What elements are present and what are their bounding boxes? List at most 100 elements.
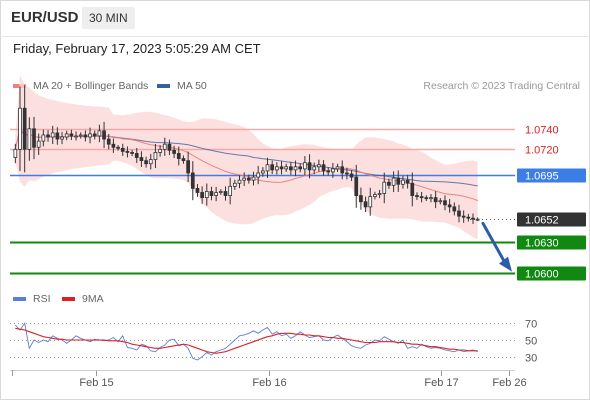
- candle-body: [232, 182, 237, 187]
- forecast-arrow-head: [499, 256, 512, 272]
- candle: [275, 162, 279, 175]
- candle-body: [312, 166, 317, 171]
- candle-body: [251, 176, 256, 181]
- forecast-arrow-shaft: [481, 221, 508, 267]
- candle-body: [32, 128, 36, 148]
- candle-body: [50, 132, 55, 138]
- candle-body: [64, 133, 69, 138]
- candle: [424, 195, 429, 201]
- candle: [223, 186, 228, 201]
- candle-body: [410, 182, 415, 196]
- candle-body: [256, 172, 261, 178]
- candle-body: [307, 162, 312, 171]
- candle-body: [275, 166, 279, 171]
- candle-body: [27, 128, 32, 150]
- level-label-1.0695: 1.0695: [525, 171, 559, 183]
- candle-body: [475, 218, 480, 221]
- x-tick-label: Feb 26: [492, 377, 526, 389]
- candle-body: [69, 133, 74, 137]
- candle-body: [111, 143, 116, 148]
- candle: [111, 138, 116, 153]
- ma50-swatch: [157, 84, 170, 88]
- candle: [148, 153, 153, 170]
- candle-body: [373, 194, 377, 198]
- candle: [232, 179, 237, 190]
- candle: [172, 145, 176, 159]
- candle: [242, 172, 247, 186]
- candle-body: [181, 158, 186, 162]
- candle: [41, 129, 46, 147]
- candle: [181, 155, 186, 164]
- candle: [134, 148, 139, 163]
- rsi-line: [14, 322, 478, 361]
- candle-body: [190, 172, 195, 189]
- candle: [368, 187, 373, 216]
- candle: [335, 163, 340, 172]
- candle: [204, 183, 209, 206]
- candle-body: [354, 176, 359, 196]
- candle-body: [363, 201, 368, 208]
- candle-body: [88, 133, 92, 138]
- candle: [209, 186, 214, 201]
- symbol-title: EUR/USD: [11, 9, 79, 26]
- candle: [443, 195, 447, 211]
- candle-body: [144, 160, 148, 165]
- candle: [46, 130, 50, 142]
- candle: [452, 202, 457, 216]
- candle: [317, 159, 321, 172]
- candle-body: [139, 157, 144, 162]
- candle: [363, 196, 368, 213]
- candle: [237, 175, 242, 189]
- candle: [83, 130, 88, 142]
- candle-body: [298, 166, 303, 170]
- candle: [340, 160, 345, 180]
- candle-body: [13, 148, 18, 158]
- level-tag-1.0630: [517, 235, 586, 250]
- candle: [321, 160, 326, 176]
- research-credit: Research © 2023 Trading Central: [423, 80, 580, 92]
- candle: [401, 175, 405, 189]
- candle: [307, 154, 312, 179]
- ma20-label: MA 20 + Bollinger Bands: [33, 80, 149, 92]
- candle-body: [36, 140, 41, 148]
- last-price-tag: [517, 212, 586, 227]
- candle: [471, 213, 475, 224]
- candle: [120, 143, 125, 156]
- candle: [246, 174, 251, 184]
- rsi-tick-70: 70: [525, 319, 537, 331]
- candle-body: [260, 170, 265, 174]
- level-tag-1.0695: [517, 168, 586, 183]
- candle: [22, 85, 27, 173]
- candle-body: [106, 138, 111, 145]
- candle-body: [209, 191, 214, 196]
- ma9-swatch: [62, 297, 75, 301]
- candle: [298, 163, 303, 173]
- candle-body: [78, 134, 83, 137]
- candle: [88, 127, 92, 144]
- candle: [289, 161, 293, 175]
- candle-body: [195, 187, 200, 193]
- candle: [466, 213, 471, 222]
- candle-body: [97, 130, 102, 137]
- candle: [279, 161, 284, 175]
- candle-body: [349, 173, 354, 178]
- x-tick-label: Feb 16: [252, 377, 286, 389]
- candle: [186, 151, 190, 183]
- candle-body: [102, 130, 106, 140]
- candle: [270, 160, 275, 175]
- ma9-label: 9MA: [82, 293, 104, 305]
- candle-body: [270, 164, 275, 171]
- candle: [153, 143, 158, 169]
- candle: [312, 162, 317, 175]
- candle-body: [284, 166, 289, 170]
- timeframe-badge[interactable]: 30 MIN: [82, 7, 135, 29]
- level-label-1.0630: 1.0630: [525, 238, 559, 250]
- candle: [190, 161, 195, 201]
- candle: [195, 184, 200, 197]
- x-tick-label: Feb 15: [79, 377, 113, 389]
- level-label-1.0652: 1.0652: [525, 215, 559, 227]
- candle: [92, 130, 97, 140]
- candle-body: [345, 172, 349, 175]
- candle: [429, 193, 433, 203]
- candle: [387, 178, 391, 189]
